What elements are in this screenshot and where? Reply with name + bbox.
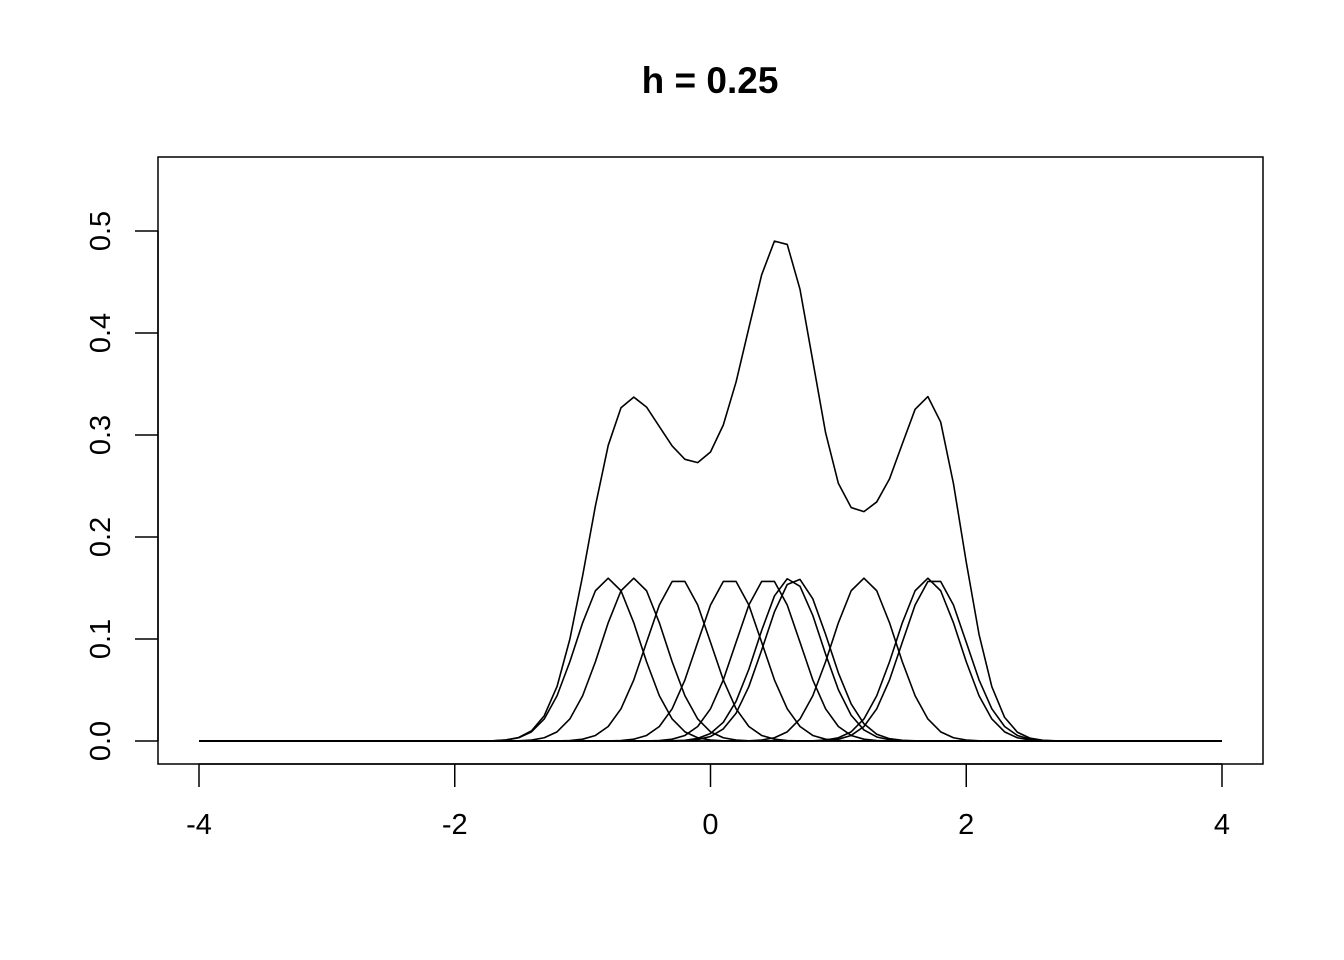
plot-frame	[157, 156, 1264, 765]
chart-title: h = 0.25	[642, 60, 779, 101]
x-tick-label: -2	[442, 809, 468, 841]
kernel-bump-line	[199, 577, 1222, 742]
x-axis: -4 -2 0 2 4	[186, 763, 1230, 841]
y-tick-label: 0.4	[85, 313, 117, 353]
kernel-bump-line	[199, 580, 1222, 742]
y-tick-label: 0.2	[85, 517, 117, 557]
y-tick-label: 0.3	[85, 415, 117, 455]
kernel-bump-line	[199, 577, 1222, 742]
kernel-bump-line	[199, 577, 1222, 742]
y-axis: 0.0 0.1 0.2 0.3 0.4 0.5	[85, 211, 159, 761]
density-estimate-line	[199, 240, 1222, 742]
x-tick-label: 4	[1214, 809, 1230, 841]
y-tick-label: 0.0	[85, 721, 117, 761]
x-tick-label: 2	[958, 809, 974, 841]
kernel-bump-line	[199, 577, 1222, 742]
y-tick-label: 0.5	[85, 211, 117, 251]
kernel-bump-line	[199, 577, 1222, 742]
x-tick-label: -4	[186, 809, 212, 841]
y-tick-label: 0.1	[85, 619, 117, 659]
x-tick-label: 0	[702, 809, 718, 841]
series-layer	[199, 240, 1222, 742]
